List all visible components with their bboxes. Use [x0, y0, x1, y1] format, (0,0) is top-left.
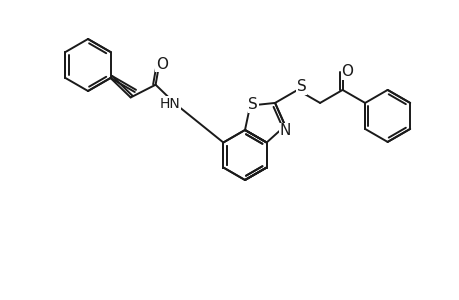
Text: S: S — [248, 97, 257, 112]
Text: N: N — [279, 123, 290, 138]
Text: O: O — [341, 64, 353, 80]
Text: S: S — [296, 80, 306, 94]
Text: HN: HN — [159, 97, 180, 111]
Text: O: O — [156, 56, 168, 71]
